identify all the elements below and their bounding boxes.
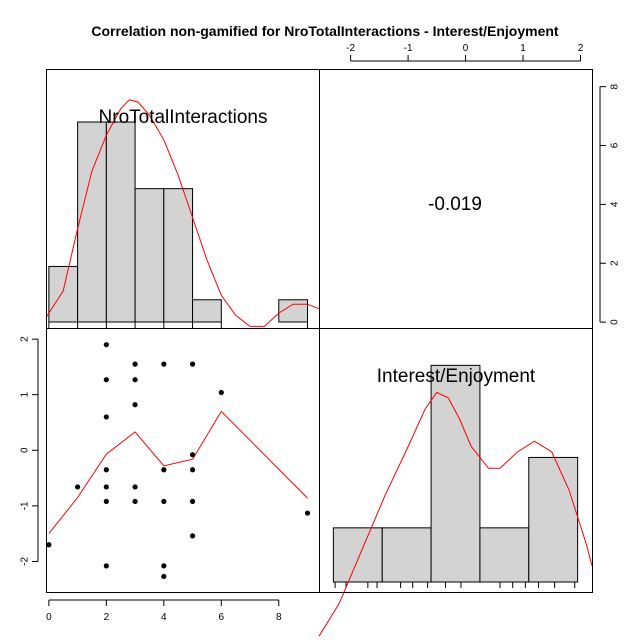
tick-label-bottom: 6 — [219, 612, 225, 623]
hist-bar-interest-enjoyment — [430, 364, 481, 583]
scatter-point — [161, 498, 167, 505]
scatter-point — [189, 467, 196, 473]
tick-label-top: -1 — [404, 43, 413, 54]
scatter-point — [132, 498, 138, 505]
panel-frame-bottom-right — [319, 328, 593, 593]
panel-scatter — [46, 342, 311, 580]
diagonal-label-interest-enjoyment: Interest/Enjoyment — [377, 366, 536, 387]
hist-bar-interest-enjoyment — [479, 527, 530, 583]
tick-label-bottom: 4 — [161, 612, 167, 623]
scatter-point — [218, 389, 224, 396]
tick-label-left: 0 — [20, 447, 31, 453]
scatter-point — [132, 402, 138, 408]
panel-histogram-nrototalinteractions: NroTotalInteractions — [45, 99, 320, 328]
tick-label-left: 1 — [20, 391, 31, 397]
scatter-point — [189, 361, 196, 367]
scatter-point — [103, 484, 109, 490]
smooth-line — [48, 410, 308, 534]
axis-bottom: 0 2 4 6 8 — [46, 599, 282, 623]
hist-bar-interest-enjoyment — [381, 527, 432, 583]
tick-label-left: -2 — [20, 557, 31, 566]
tick-label-right: 6 — [610, 142, 621, 148]
tick-label-top: -2 — [346, 43, 355, 54]
tick-label-top: 1 — [520, 43, 526, 54]
scatter-point — [46, 542, 52, 548]
tick-label-right: 2 — [610, 260, 621, 266]
hist-bar-nrototalinteractions — [163, 188, 194, 323]
scatter-point — [161, 467, 167, 473]
tick-label-bottom: 0 — [46, 612, 52, 623]
density-curve-nrototalinteractions — [45, 99, 320, 327]
scatter-point — [103, 414, 109, 420]
axis-right: 0 2 4 6 8 — [599, 83, 621, 325]
scatter-point — [75, 484, 81, 490]
hist-bar-nrototalinteractions — [105, 121, 136, 323]
panel-frame-bottom-left — [46, 328, 320, 593]
hist-bar-interest-enjoyment — [332, 527, 383, 583]
axis-top: -2 -1 0 1 2 — [346, 43, 584, 62]
tick-label-right: 4 — [610, 201, 621, 207]
tick-label-left: -1 — [20, 501, 31, 510]
tick-label-right: 8 — [610, 83, 621, 89]
scatter-point — [161, 573, 167, 580]
diagonal-label-nrototalinteractions: NroTotalInteractions — [99, 107, 268, 128]
hist-bar-nrototalinteractions — [192, 299, 222, 323]
hist-bar-interest-enjoyment — [528, 456, 579, 583]
tick-label-left: 2 — [20, 336, 31, 342]
scatter-point — [161, 361, 167, 367]
tick-label-bottom: 2 — [104, 612, 110, 623]
scatter-point — [189, 533, 196, 539]
panel-histogram-interest-enjoyment: Interest/Enjoyment — [318, 364, 593, 637]
scatter-point — [132, 484, 138, 490]
hist-bar-nrototalinteractions — [278, 299, 309, 323]
scatter-point — [132, 377, 138, 383]
hist-bar-nrototalinteractions — [77, 121, 107, 323]
scatter-point — [103, 498, 109, 505]
scatter-point — [161, 563, 167, 569]
scatter-point — [304, 510, 311, 516]
hist-bar-nrototalinteractions — [48, 265, 79, 323]
scatter-point — [103, 342, 109, 348]
scatter-point — [103, 563, 109, 569]
scatter-point — [103, 467, 109, 473]
tick-label-top: 2 — [578, 43, 584, 54]
scatter-point — [132, 361, 138, 367]
tick-label-right: 0 — [610, 319, 621, 325]
chart-title: Correlation non-gamified for NroTotalInt… — [91, 23, 559, 39]
panel-correlation: -0.019 — [428, 194, 482, 215]
axis-left: -2 -1 0 1 2 — [20, 336, 39, 566]
density-curve-interest-enjoyment — [318, 391, 593, 637]
tick-label-bottom: 8 — [276, 612, 282, 623]
scatter-point — [103, 377, 109, 383]
correlation-value: -0.019 — [428, 194, 482, 215]
tick-label-top: 0 — [463, 43, 469, 54]
scatter-point — [189, 452, 196, 458]
hist-bar-nrototalinteractions — [134, 188, 165, 323]
scatter-point — [189, 498, 196, 505]
